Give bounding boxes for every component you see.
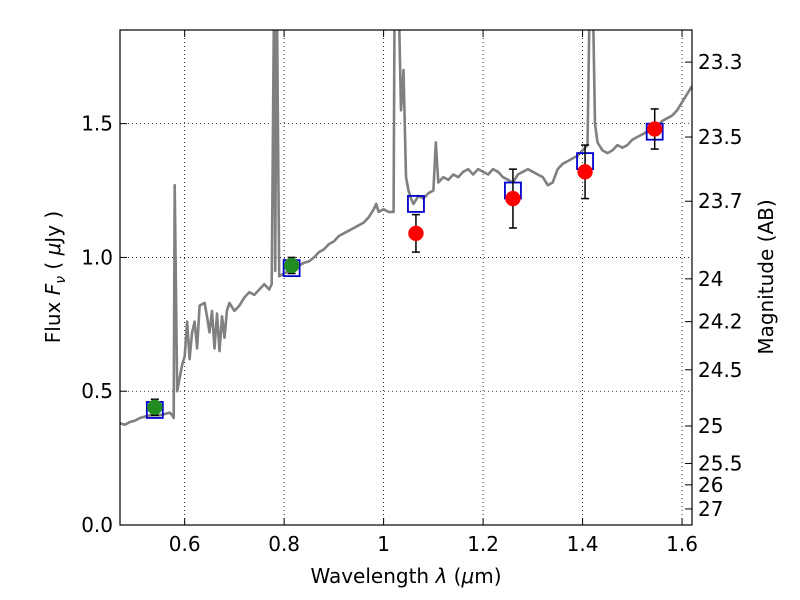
data-point	[408, 225, 424, 242]
y-axis-label: Flux Fν ( μJy )	[41, 211, 69, 343]
x-tick-label: 1.4	[567, 532, 599, 556]
y2-tick-label: 24.2	[698, 310, 743, 334]
y2-tick-label: 26	[698, 473, 723, 497]
x-tick-label: 0.6	[169, 532, 201, 556]
plot-frame	[119, 29, 693, 526]
x-tick-label: 0.8	[268, 532, 300, 556]
y-tick-label: 1.0	[81, 245, 113, 269]
data-point	[147, 399, 163, 416]
photometry-series	[147, 121, 663, 416]
y2-tick-label: 23.3	[698, 50, 743, 74]
y2-tick-label: 23.5	[698, 125, 743, 149]
x-tick-label: 1	[377, 532, 390, 556]
data-point	[505, 190, 521, 207]
x-tick-label: 1.6	[666, 532, 698, 556]
error-bar-series	[150, 108, 659, 417]
data-point	[283, 257, 300, 274]
y-tick-label: 1.5	[81, 112, 113, 136]
data-point	[646, 121, 663, 137]
y2-tick-label: 25	[698, 414, 723, 438]
y-tick-label: 0.5	[81, 379, 113, 403]
data-point	[577, 164, 593, 180]
model-box	[407, 195, 425, 213]
y-tick-label: 0.0	[81, 513, 113, 537]
x-tick-label: 1.2	[467, 532, 499, 556]
y2-tick-label: 24	[698, 267, 723, 291]
x-axis: 0.6 0.8 1 1.2 1.4 1.6	[169, 30, 698, 556]
y-axis: 0.0 0.5 1.0 1.5	[81, 112, 127, 537]
x-axis-label: Wavelength λ (μm)	[310, 564, 501, 588]
spectrum-series	[120, 30, 692, 426]
y2-axis-label: Magnitude (AB)	[754, 199, 778, 354]
grid-lines	[120, 30, 692, 526]
y2-tick-label: 25.5	[698, 451, 743, 475]
y2-tick-label: 23.7	[698, 189, 743, 213]
y2-tick-label: 24.5	[698, 358, 743, 382]
spectrum-line	[120, 30, 692, 426]
y2-tick-label: 27	[698, 497, 723, 521]
